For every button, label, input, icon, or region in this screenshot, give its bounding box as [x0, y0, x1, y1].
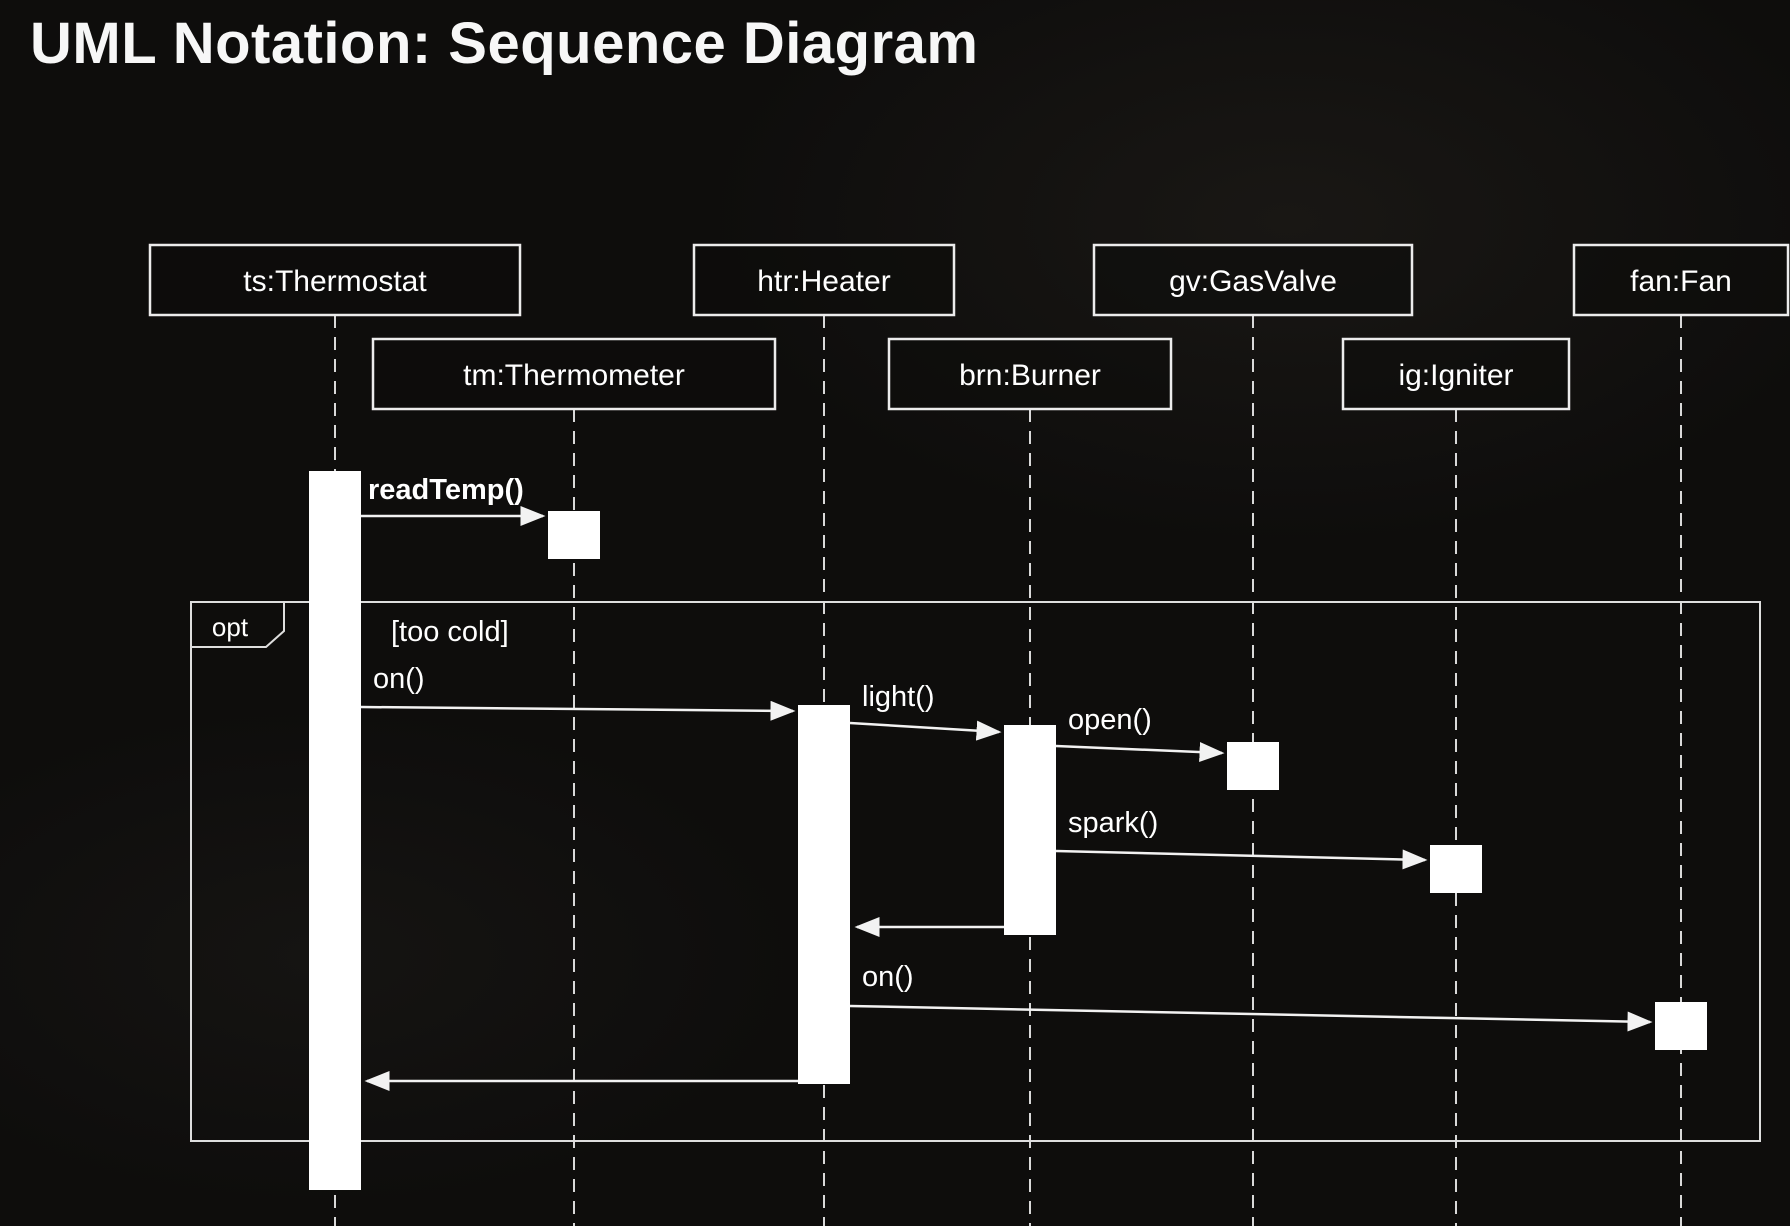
lifeline-head-box-ig — [1341, 337, 1571, 411]
message-label-light: light() — [862, 681, 935, 713]
opt-fragment-tab — [190, 601, 285, 648]
slide-title: UML Notation: Sequence Diagram — [30, 11, 979, 76]
lifeline-head-gv-gasvalve: gv:GasValve — [1092, 243, 1414, 317]
activation-brn-burner — [1004, 725, 1056, 935]
activation-bars — [309, 471, 1707, 1190]
message-label-open: open() — [1068, 704, 1152, 736]
opt-fragment-border — [190, 601, 1761, 1142]
message-line-on-fan — [849, 1004, 1653, 1032]
fragment-guard-label: [too cold] — [391, 616, 509, 648]
message-label-on-heater: on() — [373, 663, 425, 695]
fragment-operator-label: opt — [212, 612, 249, 642]
message-label-on-fan: on() — [862, 961, 914, 993]
lifeline-head-tm-thermometer: tm:Thermometer — [371, 337, 777, 411]
activation-gv-gasvalve — [1227, 742, 1279, 790]
lifeline-head-htr-heater: htr:Heater — [692, 243, 956, 317]
lifeline-heads: ts:Thermostat htr:Heater gv:GasValve fan… — [148, 243, 1790, 411]
lifeline-head-box-brn — [887, 337, 1173, 411]
lifeline-head-label-fan: fan:Fan — [1630, 265, 1732, 298]
lifeline-head-box-htr — [692, 243, 956, 317]
lifeline-head-label-ig: ig:Igniter — [1398, 359, 1513, 392]
lifeline-head-box-fan — [1572, 243, 1790, 317]
lifeline-head-box-tm — [371, 337, 777, 411]
lifeline-head-ts-thermostat: ts:Thermostat — [148, 243, 522, 317]
lifeline-head-brn-burner: brn:Burner — [887, 337, 1173, 411]
activation-ig-igniter — [1430, 845, 1482, 893]
lifeline-head-label-htr: htr:Heater — [757, 265, 890, 298]
message-label-spark: spark() — [1068, 807, 1158, 839]
lifeline-head-box-ts — [148, 243, 522, 317]
lifeline-head-ig-igniter: ig:Igniter — [1341, 337, 1571, 411]
activation-htr-heater — [798, 705, 850, 1084]
message-label-readtemp: readTemp() — [368, 474, 524, 506]
activation-ts-thermostat — [309, 471, 361, 1190]
activation-tm-thermometer — [548, 511, 600, 559]
opt-fragment: opt [too cold] — [190, 601, 1761, 1142]
lifeline-head-box-gv — [1092, 243, 1414, 317]
messages: readTemp() on() light() open() spark() o… — [360, 474, 1653, 1091]
lifeline-head-label-tm: tm:Thermometer — [463, 359, 685, 392]
lifeline-head-label-brn: brn:Burner — [959, 359, 1101, 392]
lifeline-head-label-ts: ts:Thermostat — [243, 265, 427, 298]
lifeline-head-fan-fan: fan:Fan — [1572, 243, 1790, 317]
message-line-open — [1055, 742, 1225, 763]
message-line-spark — [1055, 849, 1428, 870]
message-line-light — [849, 720, 1002, 741]
activation-fan-fan — [1655, 1002, 1707, 1050]
lifeline-head-label-gv: gv:GasValve — [1169, 265, 1337, 298]
message-line-on-heater — [360, 700, 796, 721]
